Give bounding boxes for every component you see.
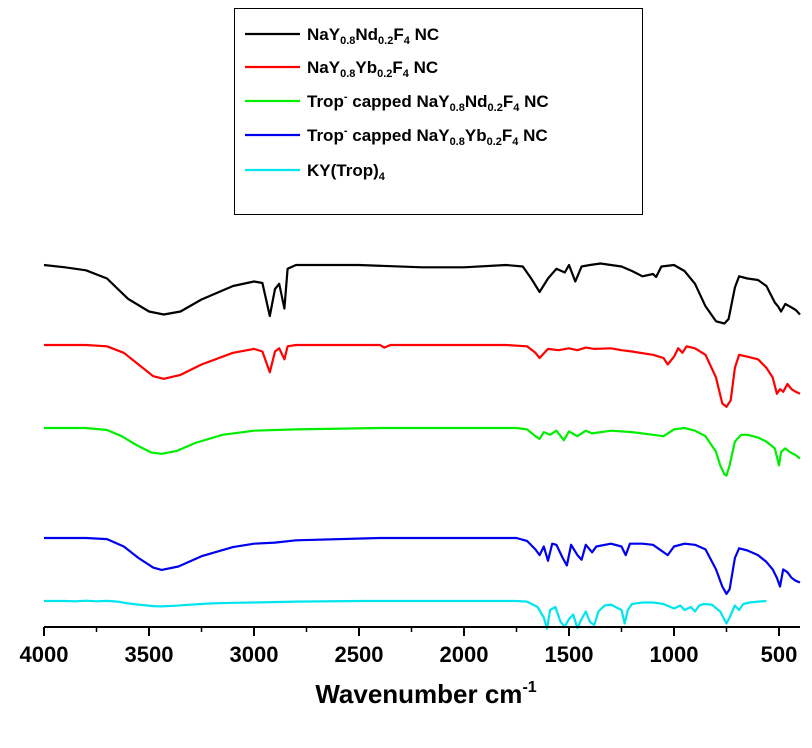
legend-label-2: NaY0.8Yb0.2F4 NC — [307, 58, 438, 80]
x-tick-label-1000: 1000 — [650, 642, 699, 667]
x-tick-label-3500: 3500 — [125, 642, 174, 667]
x-tick-label-3000: 3000 — [230, 642, 279, 667]
x-tick-label-4000: 4000 — [20, 642, 69, 667]
series-line-3 — [44, 426, 801, 477]
legend-label-1: NaY0.8Nd0.2F4 NC — [307, 25, 439, 47]
legend-label-3: Trop- capped NaY0.8Nd0.2F4 NC — [307, 91, 549, 114]
x-tick-label-500: 500 — [761, 642, 798, 667]
legend: NaY0.8Nd0.2F4 NC NaY0.8Yb0.2F4 NC Trop- ca… — [234, 8, 643, 215]
series-line-5 — [44, 599, 767, 630]
legend-box — [234, 8, 643, 215]
series-line-4 — [44, 536, 801, 595]
x-axis-title: Wavenumber cm-1 — [315, 679, 536, 709]
x-axis: 4000 3500 3000 2500 2000 1500 1000 500 Wavenumb… — [20, 626, 800, 709]
legend-label-4: Trop- capped NaY0.8Yb0.2F4 NC — [307, 125, 548, 148]
x-tick-label-2500: 2500 — [335, 642, 384, 667]
series-group — [43, 262, 801, 630]
legend-label-5: KY(Trop)4 — [307, 161, 386, 183]
x-tick-label-1500: 1500 — [545, 642, 594, 667]
series-line-1 — [43, 262, 801, 325]
series-line-2 — [44, 343, 801, 408]
x-tick-label-2000: 2000 — [440, 642, 489, 667]
